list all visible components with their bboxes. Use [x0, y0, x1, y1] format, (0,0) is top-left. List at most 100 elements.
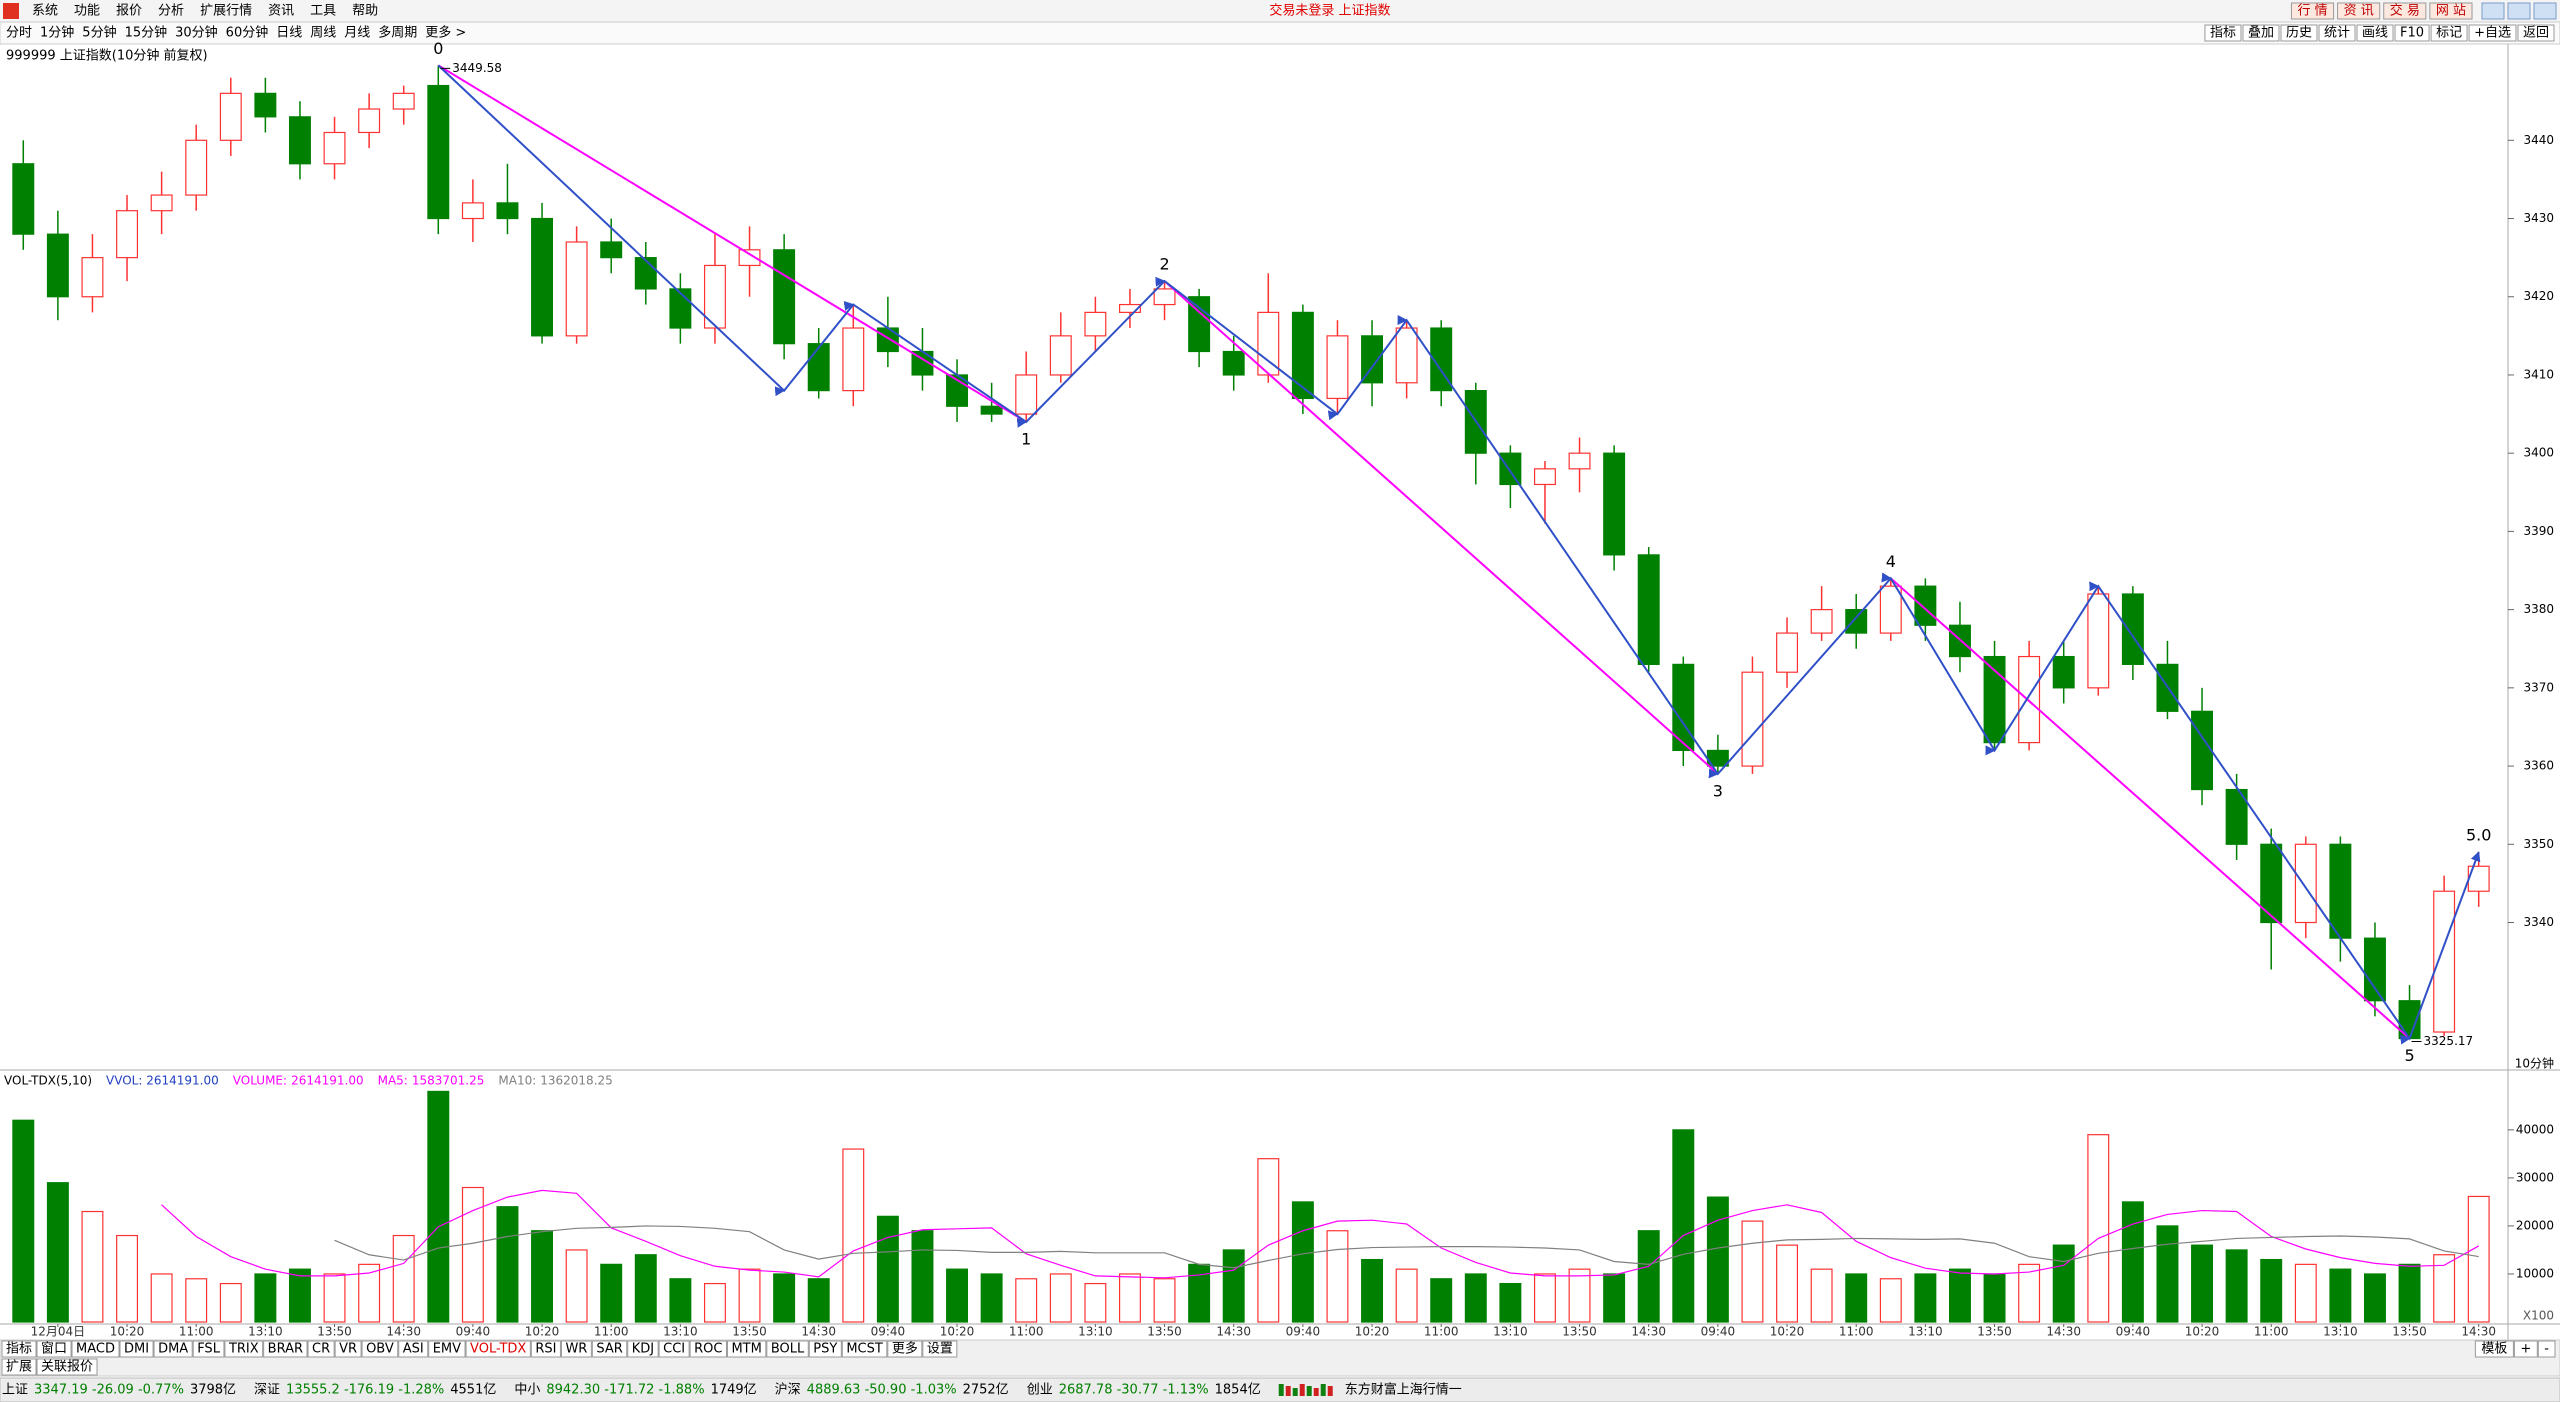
- indicator-tab-box[interactable]: [530, 1340, 561, 1358]
- top-button[interactable]: 交 易: [2390, 3, 2420, 19]
- indicator-tab[interactable]: FSL: [197, 1342, 221, 1357]
- tool-button[interactable]: 统计: [2324, 26, 2350, 41]
- indicator-tab-box[interactable]: [192, 1340, 225, 1358]
- indicator-tab[interactable]: TRIX: [228, 1342, 259, 1357]
- indicator-tab-box[interactable]: [36, 1340, 72, 1358]
- menu-item[interactable]: 系统: [32, 4, 58, 19]
- top-button-box[interactable]: [2383, 2, 2427, 20]
- period-tab[interactable]: 30分钟: [175, 25, 218, 41]
- indicator-tab[interactable]: SAR: [596, 1342, 622, 1357]
- template-tab-box[interactable]: [2474, 1340, 2514, 1358]
- template-tab-box[interactable]: [2513, 1340, 2538, 1358]
- indicator-tab-box[interactable]: [560, 1340, 592, 1358]
- indicator-tab[interactable]: PSY: [813, 1342, 837, 1357]
- period-tab[interactable]: 5分钟: [82, 25, 116, 41]
- menu-item[interactable]: 工具: [310, 4, 336, 19]
- top-button[interactable]: 资 讯: [2344, 4, 2374, 19]
- indicator-tab-box[interactable]: [922, 1340, 958, 1358]
- indicator-tab-box[interactable]: [627, 1340, 659, 1358]
- indicator-tab[interactable]: DMI: [124, 1342, 149, 1357]
- indicator-tab-box[interactable]: [1, 1340, 37, 1358]
- indicator-tab-box[interactable]: [887, 1340, 923, 1358]
- indicator-tab-box[interactable]: [591, 1340, 628, 1358]
- indicator-tab-box[interactable]: [153, 1340, 193, 1358]
- tool-button[interactable]: 指标: [2210, 26, 2236, 41]
- indicator-tab[interactable]: KDJ: [632, 1342, 654, 1357]
- period-tab[interactable]: 多周期: [378, 25, 417, 41]
- tool-button-box[interactable]: [2318, 24, 2356, 42]
- sub-tab[interactable]: 扩展: [6, 1360, 32, 1375]
- indicator-tab-box[interactable]: [766, 1340, 809, 1358]
- indicator-tab[interactable]: 更多: [892, 1341, 918, 1357]
- template-tab[interactable]: 模板: [2481, 1342, 2507, 1357]
- indicator-tab-box[interactable]: [428, 1340, 466, 1358]
- indicator-tab-box[interactable]: [224, 1340, 264, 1358]
- menu-item[interactable]: 功能: [74, 4, 100, 19]
- indicator-tab-box[interactable]: [726, 1340, 767, 1358]
- indicator-tab[interactable]: DMA: [158, 1342, 188, 1357]
- period-tab[interactable]: 更多 >: [425, 25, 466, 41]
- close-button[interactable]: [2533, 2, 2557, 20]
- indicator-tab[interactable]: EMV: [433, 1342, 461, 1357]
- indicator-tab[interactable]: RSI: [535, 1342, 556, 1357]
- period-tab[interactable]: 15分钟: [125, 25, 168, 41]
- indicator-tab[interactable]: VR: [339, 1342, 357, 1357]
- minimize-button[interactable]: [2481, 2, 2505, 20]
- period-tab[interactable]: 日线: [276, 26, 302, 41]
- indicator-tab-box[interactable]: [465, 1340, 531, 1358]
- indicator-tab[interactable]: WR: [565, 1342, 587, 1357]
- menu-item[interactable]: 资讯: [268, 4, 294, 19]
- indicator-tab[interactable]: CR: [312, 1342, 330, 1357]
- menu-item[interactable]: 报价: [116, 4, 142, 19]
- tool-button-box[interactable]: [2517, 24, 2555, 42]
- top-button[interactable]: 行 情: [2297, 4, 2327, 19]
- tool-button-box[interactable]: [2204, 24, 2242, 42]
- indicator-tab[interactable]: 设置: [927, 1342, 953, 1357]
- tool-button-box[interactable]: [2468, 24, 2517, 42]
- indicator-tab[interactable]: ASI: [403, 1342, 424, 1357]
- top-button-box[interactable]: [2429, 2, 2473, 20]
- indicator-tab-box[interactable]: [334, 1340, 362, 1358]
- indicator-tab[interactable]: VOL-TDX: [470, 1342, 526, 1357]
- indicator-tab-box[interactable]: [689, 1340, 727, 1358]
- indicator-tab[interactable]: MACD: [76, 1342, 115, 1357]
- period-tab[interactable]: 60分钟: [226, 25, 269, 41]
- tool-button-box[interactable]: [2242, 24, 2280, 42]
- indicator-tab-box[interactable]: [398, 1340, 429, 1358]
- indicator-tab-box[interactable]: [841, 1340, 888, 1358]
- indicator-tab[interactable]: CCI: [663, 1342, 685, 1357]
- template-tab[interactable]: -: [2544, 1342, 2549, 1357]
- indicator-tab[interactable]: ROC: [694, 1342, 722, 1357]
- tool-button[interactable]: F10: [2400, 26, 2424, 41]
- indicator-tab[interactable]: MTM: [731, 1342, 761, 1357]
- menu-item[interactable]: 分析: [158, 4, 184, 19]
- indicator-tab-box[interactable]: [658, 1340, 690, 1358]
- menu-item[interactable]: 帮助: [352, 4, 378, 19]
- indicator-tab-box[interactable]: [119, 1340, 154, 1358]
- indicator-tab-box[interactable]: [71, 1340, 120, 1358]
- maximize-button[interactable]: [2507, 2, 2531, 20]
- template-tab[interactable]: +: [2520, 1342, 2531, 1357]
- indicator-tab[interactable]: OBV: [366, 1342, 394, 1357]
- top-button-box[interactable]: [2337, 2, 2381, 20]
- top-button-box[interactable]: [2290, 2, 2335, 20]
- tool-button-box[interactable]: [2356, 24, 2394, 42]
- indicator-tab[interactable]: 窗口: [41, 1341, 67, 1357]
- tool-button[interactable]: 标记: [2436, 26, 2462, 41]
- indicator-tab[interactable]: 指标: [6, 1342, 32, 1357]
- indicator-tab-box[interactable]: [307, 1340, 335, 1358]
- indicator-tab[interactable]: MCST: [846, 1342, 883, 1357]
- indicator-tab-box[interactable]: [361, 1340, 399, 1358]
- tool-button-box[interactable]: [2430, 24, 2468, 42]
- sub-tab-box[interactable]: [36, 1358, 98, 1376]
- indicator-tab[interactable]: BOLL: [771, 1342, 805, 1357]
- menu-item[interactable]: 扩展行情: [200, 4, 252, 19]
- indicator-tab-box[interactable]: [263, 1340, 308, 1358]
- indicator-tab[interactable]: BRAR: [268, 1342, 303, 1357]
- top-button[interactable]: 网 站: [2436, 4, 2466, 19]
- tool-button[interactable]: 叠加: [2248, 26, 2274, 41]
- period-tab[interactable]: 周线: [310, 26, 336, 41]
- tool-button[interactable]: 画线: [2362, 26, 2388, 41]
- tool-button[interactable]: 历史: [2286, 26, 2312, 41]
- template-tab-box[interactable]: [2537, 1340, 2556, 1358]
